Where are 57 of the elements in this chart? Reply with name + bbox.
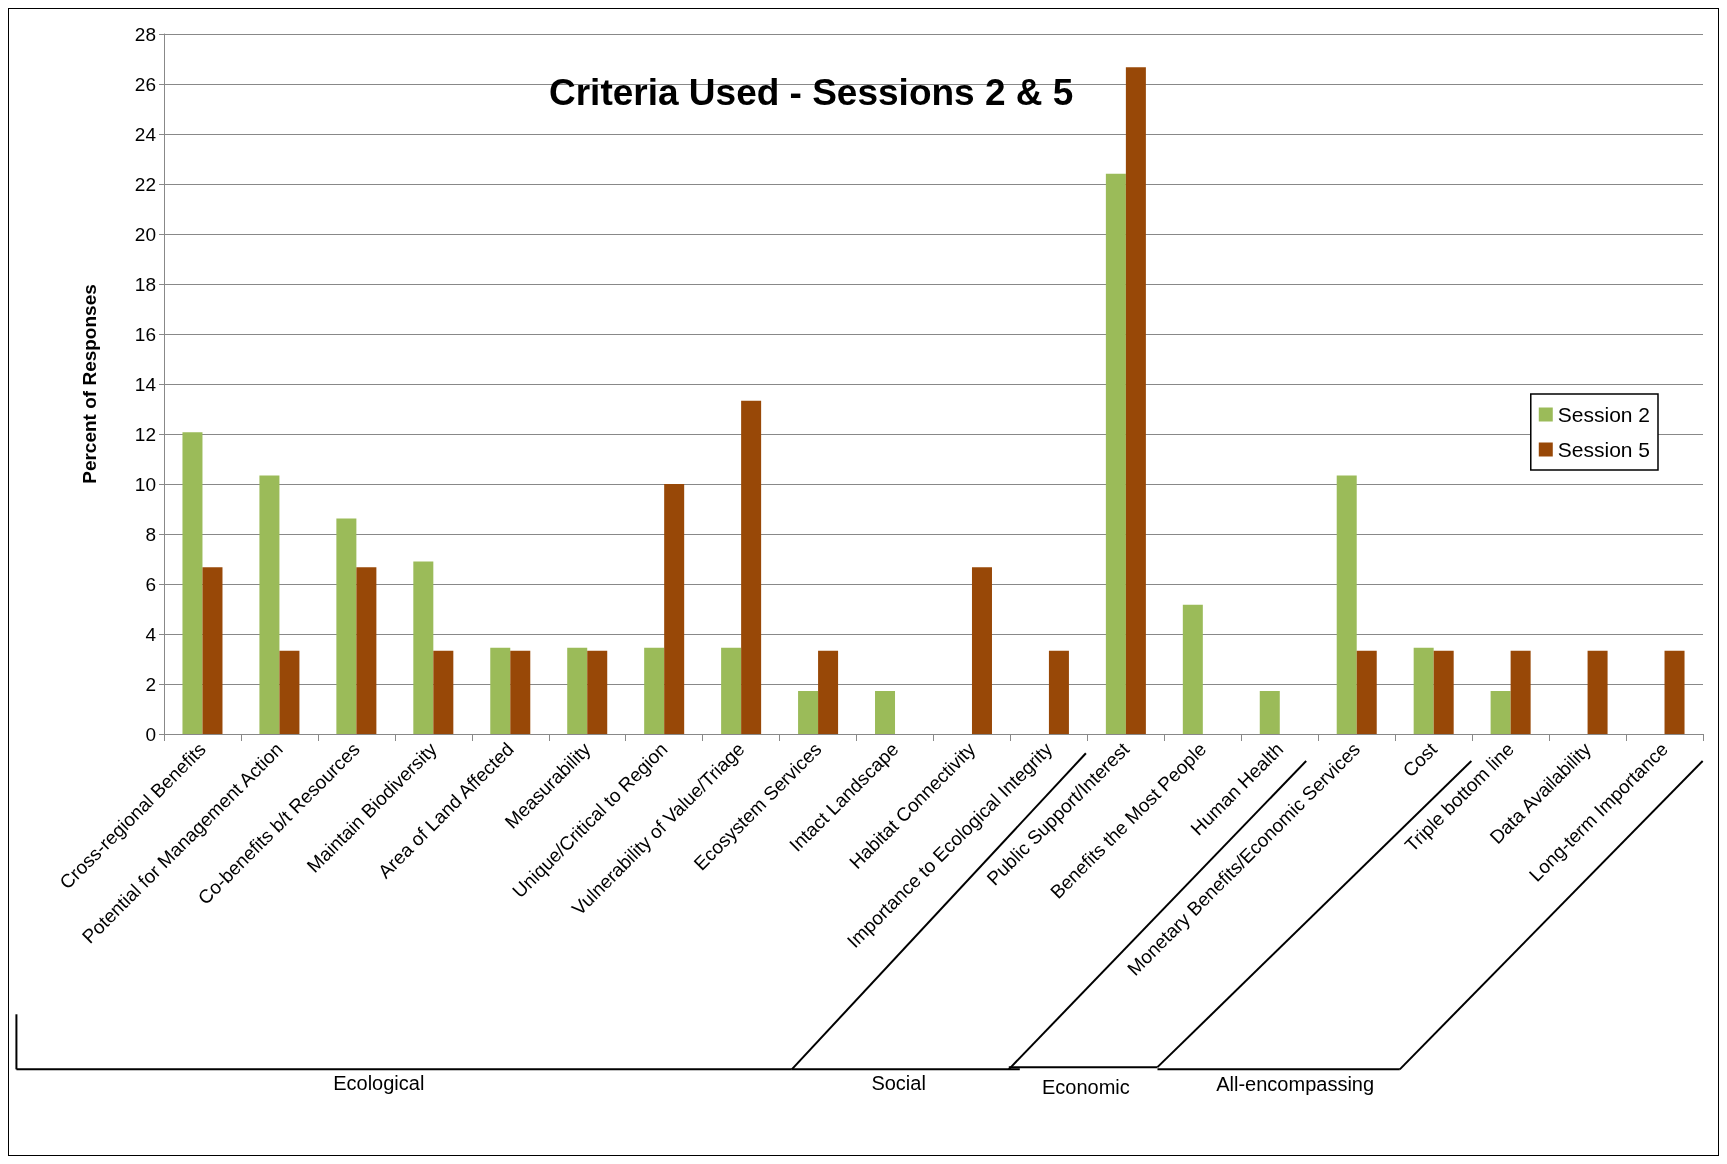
bar bbox=[1125, 67, 1146, 734]
y-tick-label: 26 bbox=[134, 73, 156, 95]
bar bbox=[1664, 650, 1685, 734]
text: Social bbox=[871, 1071, 926, 1094]
bar bbox=[1587, 650, 1608, 734]
bar bbox=[1336, 475, 1357, 734]
bar bbox=[971, 567, 992, 734]
y-tick-label: 24 bbox=[134, 123, 157, 145]
bar bbox=[1490, 691, 1511, 734]
bar bbox=[721, 647, 742, 734]
bar bbox=[413, 561, 434, 734]
bar bbox=[279, 650, 300, 734]
bar bbox=[587, 650, 608, 734]
bar bbox=[875, 691, 896, 734]
y-tick-label: 8 bbox=[145, 523, 156, 545]
text: Criteria Used - Sessions 2 & 5 bbox=[549, 72, 1074, 113]
bar bbox=[1510, 650, 1531, 734]
y-tick-label: 4 bbox=[145, 623, 157, 645]
x-tick-label: Cost bbox=[1398, 738, 1442, 782]
text: All-encompassing bbox=[1216, 1072, 1375, 1095]
bar bbox=[644, 647, 665, 734]
bar bbox=[336, 518, 357, 734]
bar bbox=[1048, 650, 1069, 734]
y-axis-title: Percent of Responses bbox=[79, 284, 100, 484]
y-tick-label: 28 bbox=[134, 23, 156, 45]
bar bbox=[567, 647, 588, 734]
y-tick-label: 12 bbox=[134, 423, 156, 445]
bar bbox=[433, 650, 454, 734]
bar bbox=[664, 484, 685, 734]
bar bbox=[798, 691, 819, 734]
bar bbox=[1433, 650, 1454, 734]
y-tick-label: 10 bbox=[134, 473, 156, 495]
bar bbox=[1356, 650, 1377, 734]
bar bbox=[202, 567, 223, 734]
bar bbox=[818, 650, 839, 734]
y-tick-label: 6 bbox=[145, 573, 156, 595]
bar bbox=[1105, 173, 1126, 734]
bar bbox=[182, 432, 203, 734]
bar bbox=[510, 650, 531, 734]
y-tick-label: 18 bbox=[134, 273, 156, 295]
text: Ecological bbox=[333, 1071, 425, 1094]
y-tick-label: 22 bbox=[134, 173, 156, 195]
bar bbox=[356, 567, 377, 734]
y-tick-label: 20 bbox=[134, 223, 156, 245]
legend-label: Session 2 bbox=[1557, 403, 1651, 426]
bar bbox=[259, 475, 280, 734]
text: Economic bbox=[1041, 1075, 1130, 1098]
bar bbox=[1259, 691, 1280, 734]
bar bbox=[741, 400, 762, 734]
bar bbox=[490, 647, 511, 734]
legend-label: Session 5 bbox=[1557, 438, 1651, 461]
bar bbox=[1413, 647, 1434, 734]
bar bbox=[1182, 604, 1203, 734]
y-tick-label: 14 bbox=[134, 373, 157, 395]
y-tick-label: 0 bbox=[145, 723, 156, 745]
y-tick-label: 2 bbox=[145, 673, 156, 695]
y-tick-label: 16 bbox=[134, 323, 156, 345]
